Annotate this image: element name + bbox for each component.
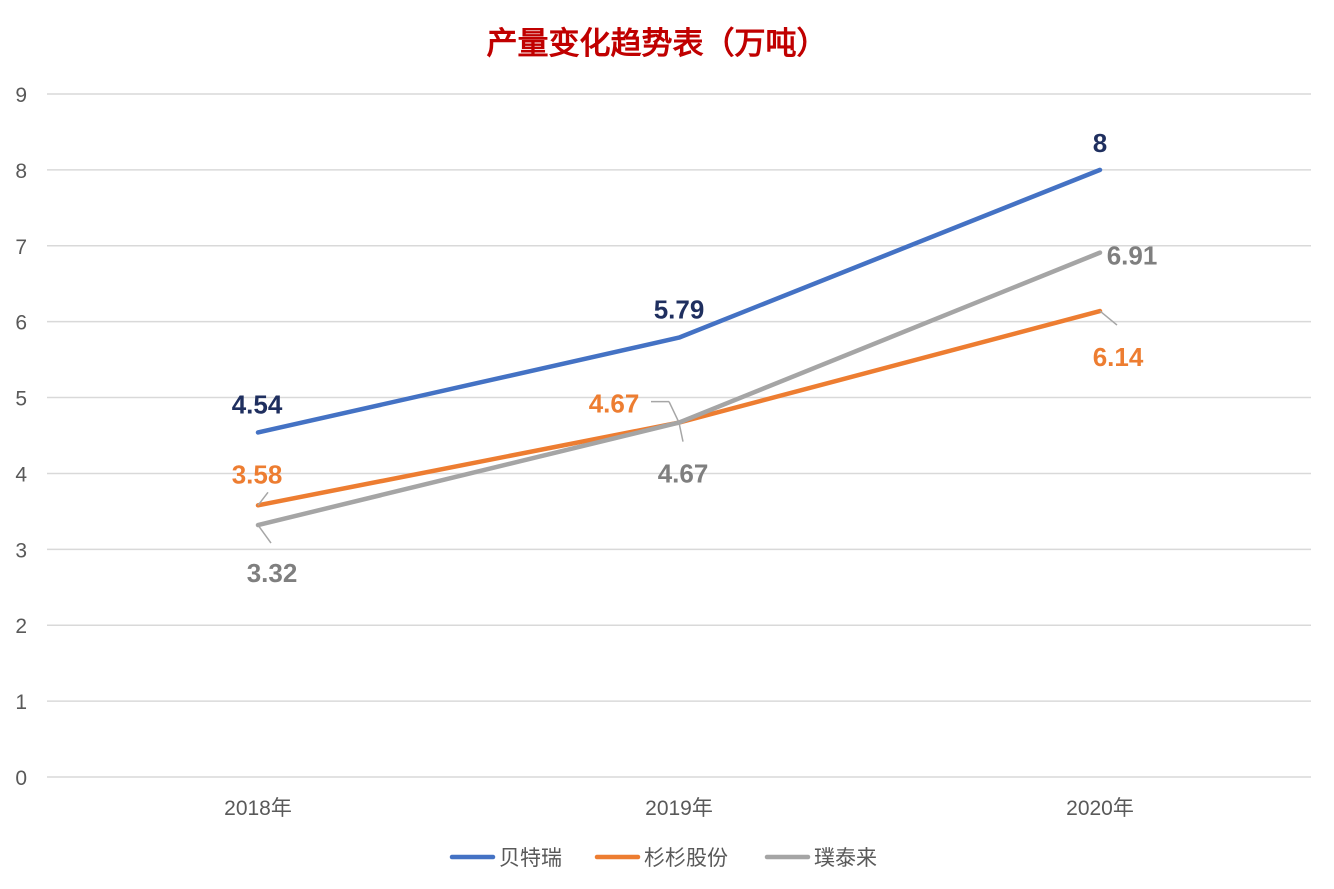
y-tick-label: 5 [15, 388, 27, 411]
leader-line [668, 401, 680, 423]
data-label: 3.58 [232, 459, 283, 489]
x-tick-label: 2019年 [645, 797, 713, 820]
data-labels: 4.54 5.79 8 3.58 4.67 6.14 3.32 4.67 6.91 [232, 128, 1158, 588]
data-label: 3.32 [247, 558, 298, 588]
y-axis-ticks: 0 1 2 3 4 5 6 7 8 9 [15, 84, 27, 790]
y-tick-label: 4 [15, 463, 27, 486]
chart-title: 产量变化趋势表（万吨） [487, 26, 828, 62]
x-tick-label: 2018年 [224, 797, 292, 820]
leader-line [678, 422, 684, 442]
y-tick-label: 1 [15, 691, 27, 714]
leader-line [1099, 310, 1118, 326]
leader-line [257, 524, 272, 544]
x-tick-label: 2020年 [1066, 797, 1134, 820]
series-line-0 [255, 167, 1103, 435]
data-label: 8 [1093, 128, 1107, 158]
legend: 贝特瑞 杉杉股份 璞泰来 [449, 846, 877, 870]
y-tick-label: 2 [15, 615, 27, 638]
data-label: 5.79 [654, 295, 705, 325]
legend-label: 杉杉股份 [644, 846, 728, 870]
data-label: 4.67 [589, 389, 640, 419]
y-tick-label: 6 [15, 312, 27, 335]
y-tick-label: 9 [15, 84, 27, 107]
data-label: 4.67 [658, 459, 709, 489]
data-label: 6.14 [1093, 342, 1144, 372]
leader-line [257, 491, 269, 506]
y-tick-label: 8 [15, 160, 27, 183]
y-tick-label: 3 [15, 539, 27, 562]
x-axis-ticks: 2018年 2019年 2020年 [224, 797, 1134, 820]
y-tick-label: 0 [15, 767, 27, 790]
data-label: 6.91 [1107, 241, 1158, 271]
gridlines [47, 93, 1311, 778]
label-leader-lines [257, 310, 1118, 544]
data-label: 4.54 [232, 389, 283, 419]
legend-label: 贝特瑞 [499, 846, 562, 870]
y-tick-label: 7 [15, 236, 27, 259]
legend-label: 璞泰来 [814, 846, 877, 870]
